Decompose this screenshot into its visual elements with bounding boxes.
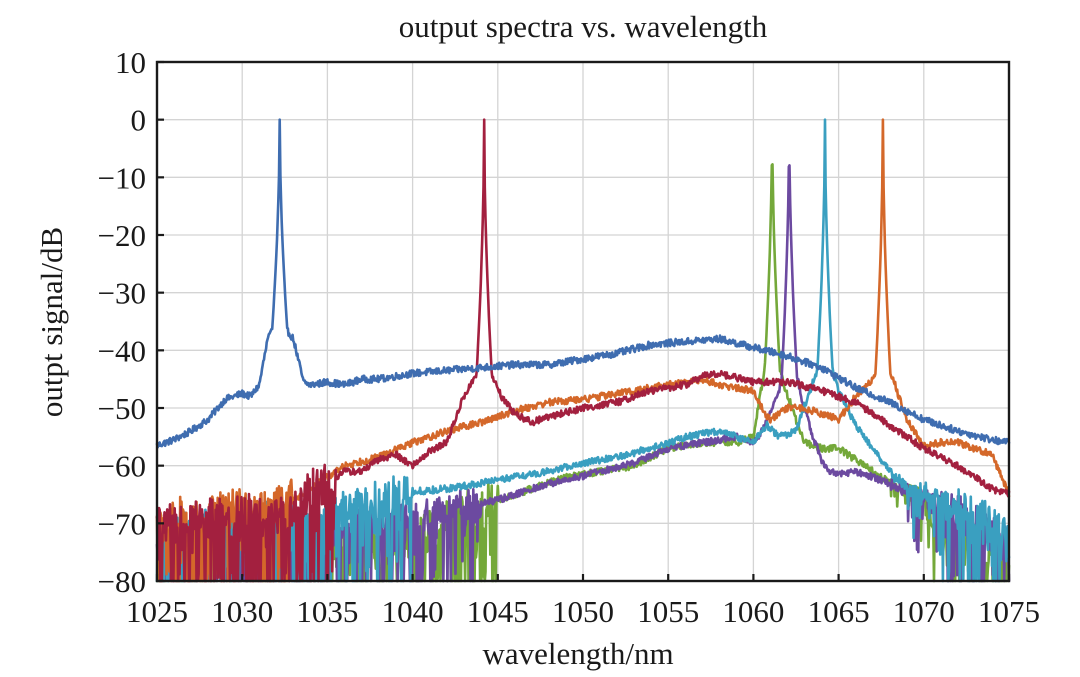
x-tick-labels: 1025 1030 1035 1040 1045 1050 1055 1060 1065 1070… — [126, 594, 1040, 629]
series-line-a3203f — [155, 118, 1011, 583]
y-tick-label: 10 — [115, 45, 146, 80]
y-tick-label: −80 — [98, 564, 146, 599]
y-tick-label: −50 — [98, 391, 146, 426]
x-tick-label: 1025 — [126, 594, 188, 629]
x-tick-label: 1045 — [467, 594, 529, 629]
x-tick-label: 1075 — [978, 594, 1040, 629]
x-tick-label: 1070 — [893, 594, 955, 629]
x-axis-label: wavelength/nm — [482, 636, 673, 671]
y-tick-label: −30 — [98, 276, 146, 311]
series-line-d4682a — [155, 118, 1011, 583]
gridlines — [157, 62, 1009, 581]
y-tick-labels: 10 0 −10 −20 −30 −40 −50 −60 −70 −80 — [98, 45, 146, 599]
y-tick-label: 0 — [131, 103, 147, 138]
y-tick-label: −70 — [98, 506, 146, 541]
chart-title: output spectra vs. wavelength — [399, 9, 768, 44]
y-tick-label: −10 — [98, 160, 146, 195]
x-tick-label: 1035 — [296, 594, 358, 629]
x-tick-label: 1030 — [211, 594, 273, 629]
y-tick-label: −20 — [98, 218, 146, 253]
x-tick-label: 1050 — [552, 594, 614, 629]
series-layer — [155, 118, 1011, 583]
y-tick-label: −60 — [98, 449, 146, 484]
x-tick-label: 1040 — [382, 594, 444, 629]
x-tick-label: 1055 — [637, 594, 699, 629]
x-tick-label: 1065 — [808, 594, 870, 629]
series-line-3f6db0 — [155, 118, 1011, 449]
y-tick-label: −40 — [98, 333, 146, 368]
x-tick-label: 1060 — [722, 594, 784, 629]
y-axis-label: outpt signal/dB — [34, 227, 69, 417]
axis-ticks — [155, 60, 1011, 583]
